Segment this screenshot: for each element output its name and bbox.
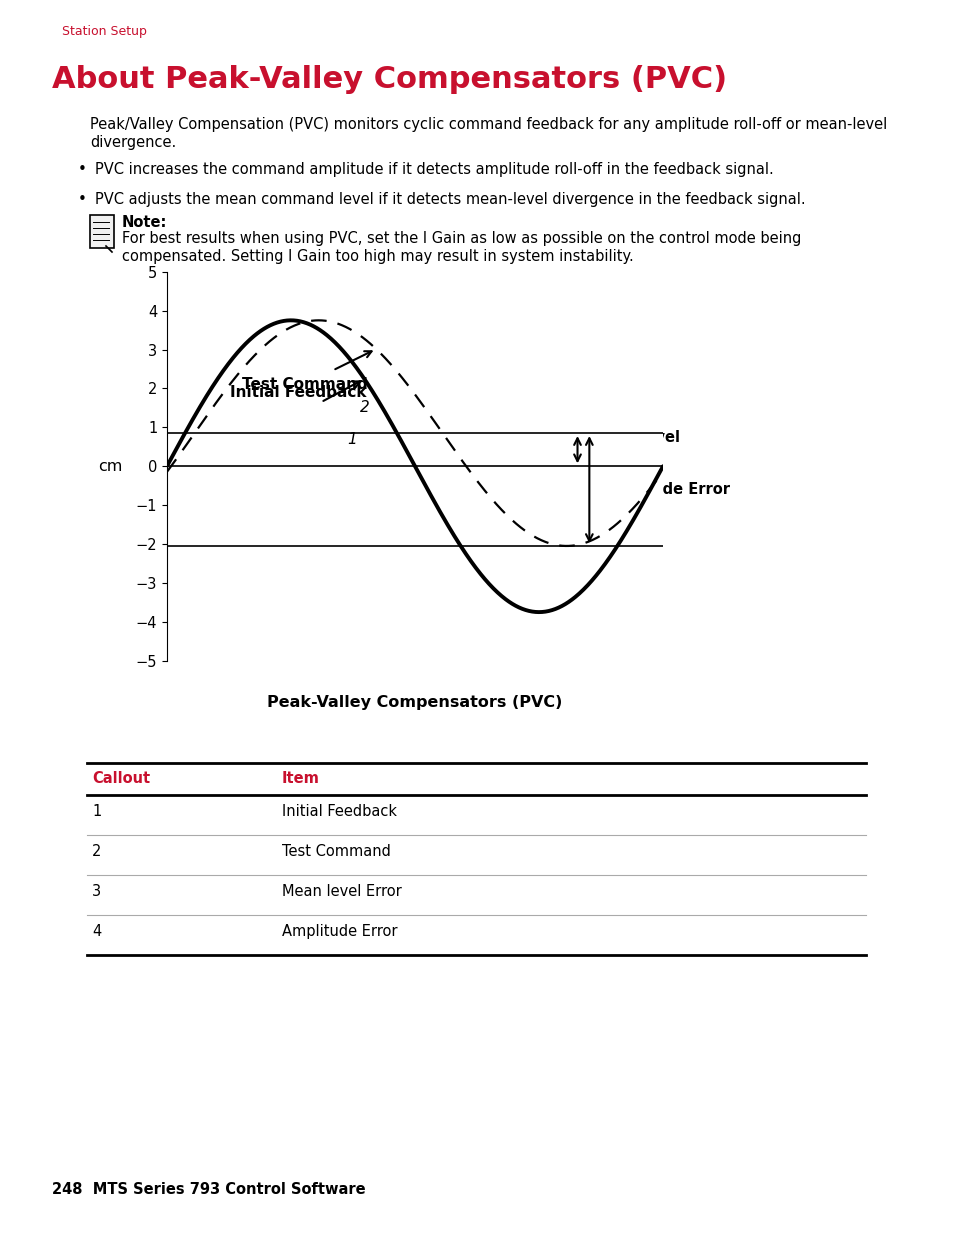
Text: Peak/Valley Compensation (PVC) monitors cyclic command feedback for any amplitud: Peak/Valley Compensation (PVC) monitors … xyxy=(90,117,886,132)
Text: Initial Feedback: Initial Feedback xyxy=(282,804,396,819)
Text: 1: 1 xyxy=(347,432,357,447)
Text: Test Command: Test Command xyxy=(282,845,391,860)
Text: PVC adjusts the mean command level if it detects mean-level divergence in the fe: PVC adjusts the mean command level if it… xyxy=(95,191,804,207)
Text: 2: 2 xyxy=(91,845,101,860)
Text: Callout: Callout xyxy=(91,771,150,787)
Text: compensated. Setting I Gain too high may result in system instability.: compensated. Setting I Gain too high may… xyxy=(122,249,633,264)
Text: divergence.: divergence. xyxy=(90,135,176,149)
Text: Mean level Error: Mean level Error xyxy=(282,884,401,899)
Text: Error: Error xyxy=(585,446,627,462)
Text: Amplitude Error: Amplitude Error xyxy=(282,924,397,940)
Text: 4: 4 xyxy=(91,924,101,940)
Text: About Peak-Valley Compensators (PVC): About Peak-Valley Compensators (PVC) xyxy=(52,65,726,94)
Text: Amplitude Error: Amplitude Error xyxy=(597,482,729,496)
Text: 4: 4 xyxy=(652,546,661,561)
Text: 248  MTS Series 793 Control Software: 248 MTS Series 793 Control Software xyxy=(52,1182,365,1197)
Text: Initial Feedback: Initial Feedback xyxy=(230,385,366,400)
Text: Mean Level: Mean Level xyxy=(585,430,679,446)
Text: Peak-Valley Compensators (PVC): Peak-Valley Compensators (PVC) xyxy=(267,695,562,710)
Text: Station Setup: Station Setup xyxy=(62,25,147,38)
Text: 1: 1 xyxy=(91,804,101,819)
Text: 3: 3 xyxy=(632,477,642,492)
Text: 3: 3 xyxy=(91,884,101,899)
Text: 2: 2 xyxy=(359,400,369,415)
Text: For best results when using PVC, set the I Gain as low as possible on the contro: For best results when using PVC, set the… xyxy=(122,231,801,246)
Text: Item: Item xyxy=(282,771,319,787)
Text: •: • xyxy=(78,191,87,207)
Text: Test Command: Test Command xyxy=(242,377,367,391)
Y-axis label: cm: cm xyxy=(98,458,123,474)
Text: •: • xyxy=(78,162,87,177)
Bar xyxy=(90,215,113,248)
Text: PVC increases the command amplitude if it detects amplitude roll-off in the feed: PVC increases the command amplitude if i… xyxy=(95,162,773,177)
Text: Note:: Note: xyxy=(122,215,167,230)
